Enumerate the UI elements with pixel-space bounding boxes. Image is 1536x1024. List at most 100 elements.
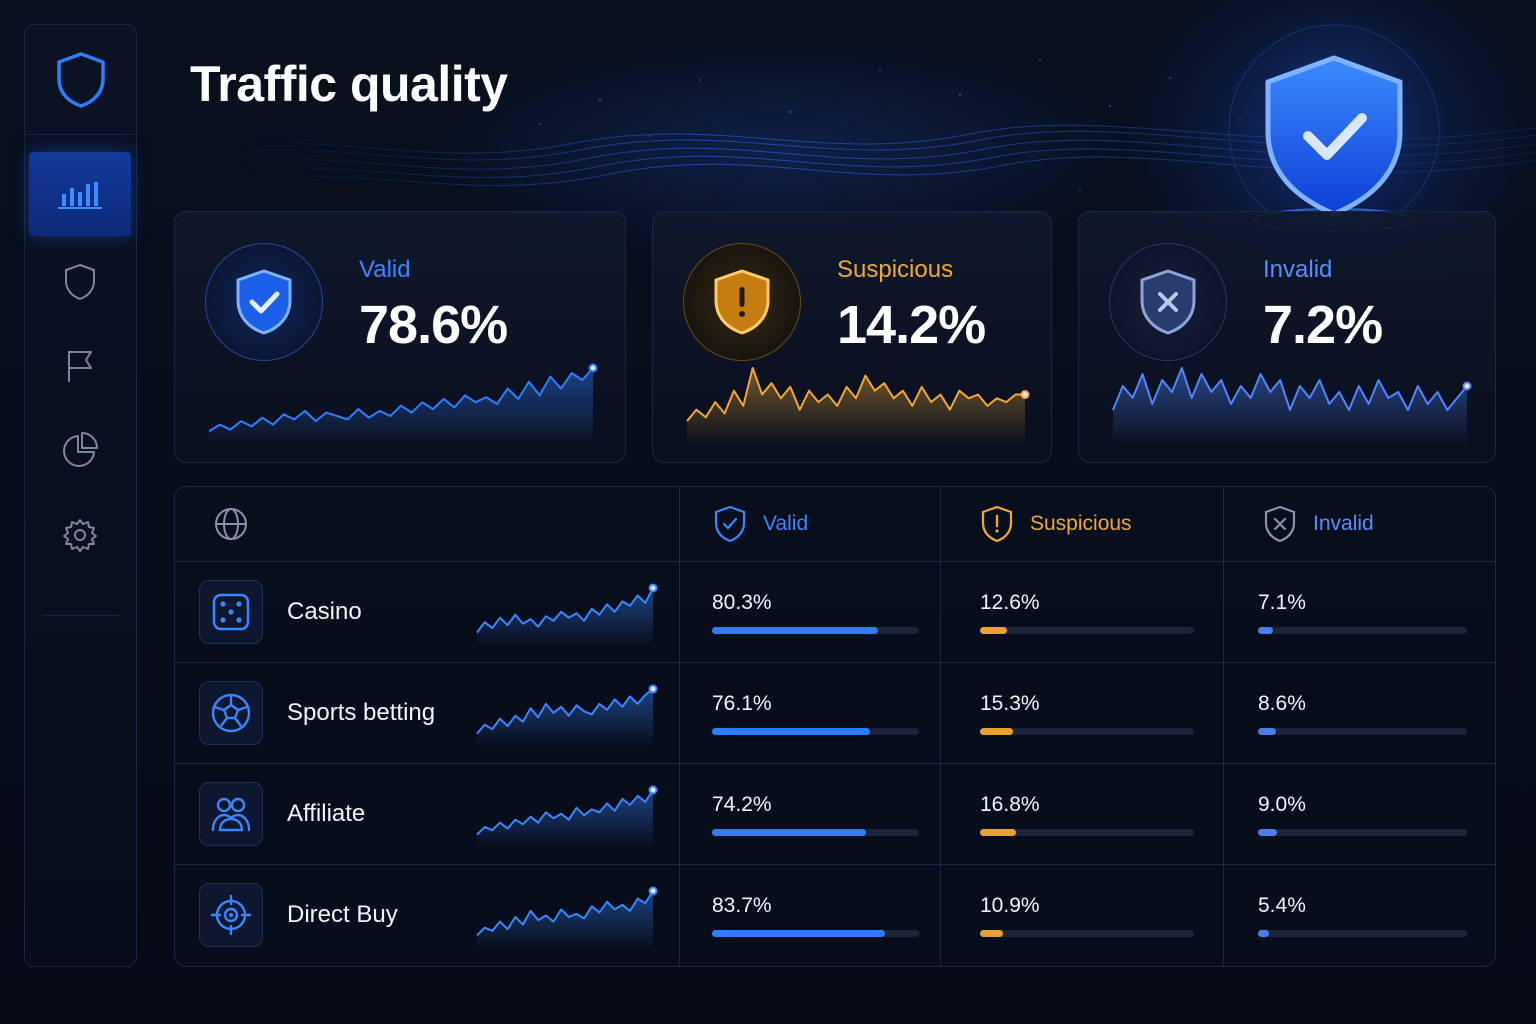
bar-chart-icon	[58, 182, 102, 209]
sparkline-area	[1113, 368, 1467, 446]
sidebar-divider	[43, 615, 119, 616]
card-value: 78.6%	[359, 295, 508, 355]
valid-bar	[712, 829, 919, 836]
header-source	[213, 487, 265, 561]
card-label: Invalid	[1263, 256, 1333, 283]
trend-sparkline	[208, 363, 598, 446]
header-invalid[interactable]: Invalid	[1263, 487, 1374, 561]
cell-suspicious: 16.8%	[941, 764, 1223, 865]
sparkline-endpoint	[648, 886, 658, 896]
table-row[interactable]: Casino 80.3% 12.6% 7.1%	[175, 562, 1495, 663]
cell-valid: 76.1%	[680, 663, 940, 764]
card-value: 14.2%	[837, 295, 986, 355]
shield-x-icon	[1140, 269, 1196, 335]
invalid-percent: 9.0%	[1258, 793, 1306, 816]
card-icon-ring	[683, 243, 801, 361]
sparkline-endpoint	[588, 363, 598, 373]
sparkline-area	[477, 588, 653, 646]
valid-percent: 80.3%	[712, 591, 772, 614]
row-icon-box	[199, 782, 263, 846]
suspicious-percent: 15.3%	[980, 692, 1040, 715]
users-icon	[211, 797, 251, 832]
invalid-bar-fill	[1258, 930, 1270, 937]
column-divider	[679, 487, 680, 966]
suspicious-bar-fill	[980, 829, 1016, 836]
card-icon-ring	[205, 243, 323, 361]
suspicious-percent: 12.6%	[980, 591, 1040, 614]
suspicious-bar-fill	[980, 627, 1007, 634]
sparkline-line	[476, 688, 654, 735]
row-sparkline	[476, 785, 658, 848]
sparkline-area	[477, 790, 653, 848]
shield-check-icon	[1224, 20, 1444, 240]
table-row[interactable]: Direct Buy 83.7% 10.9% 5.4%	[175, 865, 1495, 966]
valid-bar	[712, 728, 919, 735]
shield-x-icon	[1264, 505, 1296, 543]
table-row[interactable]: Affiliate 74.2% 16.8% 9.0%	[175, 764, 1495, 865]
table-row[interactable]: Sports betting 76.1% 15.3% 8.6%	[175, 663, 1495, 764]
header-suspicious[interactable]: Suspicious	[980, 487, 1132, 561]
invalid-percent: 5.4%	[1258, 894, 1306, 917]
suspicious-percent: 10.9%	[980, 894, 1040, 917]
cell-valid: 83.7%	[680, 865, 940, 966]
valid-bar-fill	[712, 627, 879, 634]
summary-card-suspicious[interactable]: Suspicious 14.2%	[652, 211, 1052, 463]
row-sparkline	[476, 583, 658, 646]
sparkline-line	[476, 587, 654, 634]
cell-suspicious: 15.3%	[941, 663, 1223, 764]
sparkline-line	[686, 367, 1025, 422]
sidebar-item-breakdown[interactable]	[29, 408, 131, 492]
sidebar-item-analytics[interactable]	[29, 152, 131, 236]
row-icon-box	[199, 883, 263, 947]
header-valid[interactable]: Valid	[713, 487, 808, 561]
suspicious-bar	[980, 627, 1194, 634]
header-label: Valid	[763, 512, 809, 535]
cell-invalid: 7.1%	[1224, 562, 1495, 663]
invalid-bar-fill	[1258, 829, 1277, 836]
valid-bar-fill	[712, 728, 870, 735]
sidebar-item-settings[interactable]	[29, 493, 131, 577]
sidebar-item-security[interactable]	[29, 240, 131, 324]
suspicious-percent: 16.8%	[980, 793, 1040, 816]
gear-icon	[63, 519, 97, 552]
summary-card-valid[interactable]: Valid 78.6%	[174, 211, 626, 463]
row-name: Affiliate	[287, 800, 366, 827]
shield-check-icon	[714, 505, 746, 543]
card-label: Valid	[359, 256, 411, 283]
suspicious-bar-fill	[980, 930, 1004, 937]
invalid-bar-fill	[1258, 627, 1273, 634]
sparkline-area	[477, 891, 653, 949]
summary-card-invalid[interactable]: Invalid 7.2%	[1078, 211, 1496, 463]
valid-bar-fill	[712, 930, 886, 937]
row-icon-box	[199, 580, 263, 644]
card-value: 7.2%	[1263, 295, 1383, 355]
sparkline-endpoint	[1020, 390, 1030, 400]
trend-sparkline	[686, 367, 1030, 446]
row-name: Casino	[287, 598, 362, 625]
column-divider	[1223, 487, 1224, 966]
sparkline-endpoint	[1462, 381, 1472, 391]
suspicious-bar	[980, 930, 1194, 937]
shield-check-icon	[236, 269, 292, 335]
sidebar-item-reports[interactable]	[29, 324, 131, 408]
invalid-bar	[1258, 627, 1467, 634]
card-icon-ring	[1109, 243, 1227, 361]
trend-sparkline	[1112, 367, 1472, 446]
cell-invalid: 5.4%	[1224, 865, 1495, 966]
sidebar-logo[interactable]	[25, 25, 136, 135]
sparkline-line	[476, 890, 654, 937]
cell-valid: 74.2%	[680, 764, 940, 865]
row-sparkline	[476, 886, 658, 949]
row-name: Sports betting	[287, 699, 436, 726]
flag-icon	[68, 351, 92, 382]
sparkline-line	[476, 789, 654, 836]
sparkline-line	[1112, 367, 1468, 411]
row-divider	[175, 763, 1495, 764]
sparkline-area	[687, 368, 1025, 446]
sparkline-line	[208, 367, 594, 433]
valid-percent: 83.7%	[712, 894, 772, 917]
header-label: Invalid	[1313, 512, 1374, 535]
invalid-percent: 8.6%	[1258, 692, 1306, 715]
globe-icon[interactable]	[213, 506, 249, 542]
valid-bar-fill	[712, 829, 866, 836]
